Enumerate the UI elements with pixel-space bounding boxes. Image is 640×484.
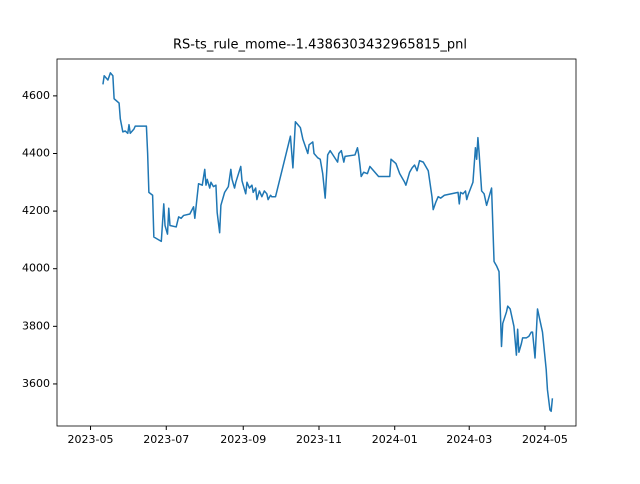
chart-title: RS-ts_rule_mome--1.4386303432965815_pnl: [173, 38, 467, 53]
x-tick-label: 2023-11: [296, 433, 342, 446]
data-line: [102, 72, 554, 413]
x-tick-label: 2023-07: [143, 433, 189, 446]
y-tick-label: 4000: [22, 262, 50, 275]
y-tick-label: 4200: [22, 204, 50, 217]
x-tick-label: 2023-05: [68, 433, 114, 446]
y-tick-label: 4600: [22, 89, 50, 102]
x-tick-label: 2024-05: [522, 433, 568, 446]
x-tick-label: 2023-09: [220, 433, 266, 446]
y-tick-label: 3800: [22, 319, 50, 332]
y-tick-label: 4400: [22, 146, 50, 159]
y-tick-label: 3600: [22, 377, 50, 390]
x-tick-label: 2024-03: [446, 433, 492, 446]
plot-frame: [56, 58, 577, 427]
x-tick-label: 2024-01: [372, 433, 418, 446]
